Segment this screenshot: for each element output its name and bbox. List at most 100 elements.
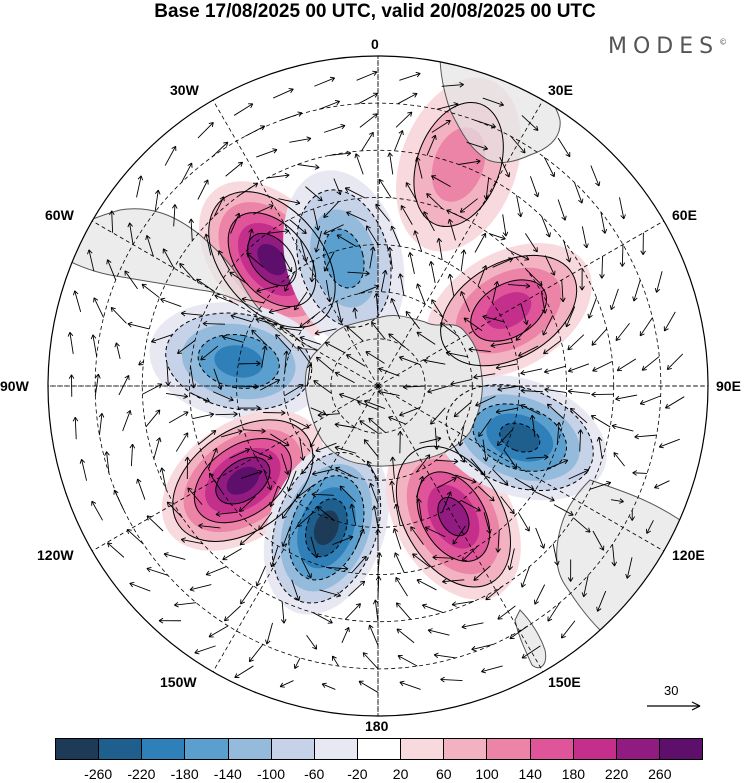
wind-arrow [267, 230, 290, 234]
wind-arrow-head [424, 526, 430, 532]
wind-arrow [460, 198, 478, 213]
wind-arrow [127, 323, 150, 330]
wind-arrow-head [561, 215, 567, 221]
wind-arrow-head [460, 457, 466, 463]
wind-arrow-head [583, 243, 589, 249]
wind-arrow-head [372, 113, 378, 119]
wind-arrow [225, 161, 243, 177]
wind-arrow-head [591, 391, 596, 398]
colorbar-tick-label: -60 [304, 766, 325, 782]
wind-arrow [470, 458, 486, 476]
wind-arrow [88, 249, 95, 272]
wind-arrow [426, 193, 443, 210]
wind-arrow [279, 327, 302, 332]
wind-arrow [297, 346, 312, 365]
chart-title: Base 17/08/2025 00 UTC, valid 20/08/2025… [154, 1, 596, 22]
wind-arrow [397, 93, 418, 105]
wind-arrow [611, 425, 634, 432]
wind-arrow [310, 427, 322, 448]
wind-arrow [492, 468, 509, 486]
wind-arrow-head [68, 374, 75, 379]
wind-arrow-head [520, 387, 526, 394]
wind-arrow [389, 247, 393, 270]
wind-arrow [492, 258, 513, 268]
colorbar-swatch [56, 739, 100, 759]
wind-arrow-head [596, 606, 602, 612]
wind-arrow [246, 228, 253, 251]
wind-arrow-head [665, 403, 671, 409]
wind-arrow-head [524, 526, 530, 532]
wind-arrow-head [397, 654, 403, 660]
wind-arrow [460, 249, 465, 272]
wind-arrow-head [280, 410, 286, 416]
wind-arrow-head [198, 523, 203, 529]
wind-arrow [507, 283, 530, 287]
wind-arrow [521, 645, 541, 659]
wind-arrow-head [639, 399, 645, 406]
wind-arrow [531, 415, 536, 438]
wind-arrow-head [299, 322, 305, 328]
wind-arrow [514, 477, 534, 490]
wind-arrow-head [219, 196, 225, 202]
wind-arrow [107, 259, 117, 281]
wind-arrow-head [205, 570, 211, 576]
wind-arrow [412, 553, 431, 568]
wind-arrow [453, 402, 472, 418]
wind-arrow-head [129, 443, 136, 449]
wind-arrow [310, 536, 318, 559]
wind-arrow [145, 409, 161, 428]
wind-arrow-head [482, 314, 488, 320]
wind-arrow [656, 271, 663, 293]
wind-arrow [473, 373, 496, 378]
wind-arrow [367, 460, 379, 481]
wind-arrow [540, 291, 546, 314]
wind-arrow-head [237, 161, 244, 167]
wind-arrow [567, 334, 585, 351]
wind-arrow-head [433, 652, 439, 659]
wind-arrow [640, 395, 661, 405]
wind-arrow [431, 120, 451, 133]
wind-arrow [306, 634, 317, 650]
wind-arrow-head [425, 454, 431, 460]
wind-arrow [339, 485, 356, 503]
wind-arrow [166, 363, 169, 386]
wind-arrow [314, 77, 335, 87]
wind-arrow-head [171, 204, 178, 209]
wind-arrow [345, 187, 366, 199]
wind-arrow-head [155, 189, 161, 195]
wind-arrow [362, 652, 379, 670]
wind-arrow [284, 384, 304, 397]
wind-arrow [374, 599, 379, 622]
wind-arrow-head [395, 577, 401, 583]
wind-arrow-head [235, 212, 241, 218]
weddell-negative-contour [323, 228, 365, 289]
colorbar-tick-label: 180 [561, 766, 586, 782]
wind-arrow-head [398, 273, 404, 279]
wind-arrow-head [550, 172, 556, 178]
wind-arrow-head [258, 525, 264, 531]
wind-arrow-head [451, 601, 457, 607]
wind-arrow-head [331, 655, 337, 661]
wind-arrow-head [471, 645, 477, 652]
wind-arrow-head [313, 380, 319, 385]
wind-arrow [561, 620, 576, 639]
wind-arrow [544, 365, 566, 373]
wind-arrow-head [442, 578, 447, 585]
wind-arrow [323, 224, 344, 235]
wind-arrow-head [110, 307, 116, 313]
wind-arrow-head [388, 333, 394, 339]
wind-arrow-head [73, 290, 79, 296]
wind-arrow-head [266, 485, 273, 491]
wind-arrow-head [251, 329, 257, 335]
wind-arrow-head [279, 325, 285, 331]
wind-arrow-head [239, 540, 245, 546]
wind-arrow-head [295, 199, 301, 206]
wind-arrow-head [497, 386, 503, 392]
wind-arrow-head [468, 346, 474, 353]
wind-arrow-head [453, 412, 459, 418]
wind-arrow [369, 483, 379, 505]
wind-arrow-head [344, 627, 350, 633]
wind-arrow [213, 196, 225, 217]
wind-arrow [451, 443, 465, 463]
wind-arrow-head [436, 436, 442, 442]
